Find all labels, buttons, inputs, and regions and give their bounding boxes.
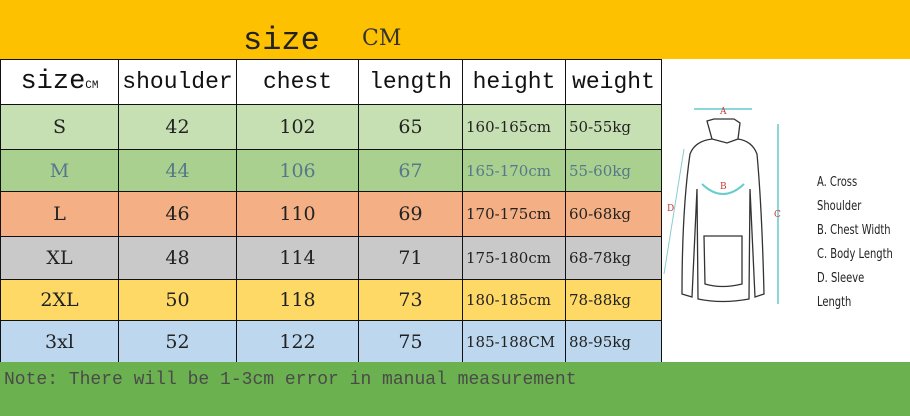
mark-d: D (667, 204, 674, 214)
legend-item: B. Chest Width (817, 223, 891, 238)
header-row: sizeCM shoulder chest length height weig… (0, 59, 662, 105)
cell-height: 170-175cm (462, 191, 566, 237)
cell-shoulder: 50 (118, 279, 237, 321)
table-row: 3xl 52 122 75 185-188CM 88-95kg (0, 320, 662, 363)
measurement-note: Note: There will be 1-3cm error in manua… (4, 370, 577, 390)
title-banner: size CM (0, 0, 910, 59)
table-row: 2XL 50 118 73 180-185cm 78-88kg (0, 279, 662, 321)
mark-b: B (720, 182, 727, 192)
cell-length: 75 (358, 320, 463, 363)
note-bar: Note: There will be 1-3cm error in manua… (0, 362, 910, 416)
header-chest: chest (236, 59, 359, 105)
size-table: sizeCM shoulder chest length height weig… (0, 59, 662, 363)
cell-size: S (0, 104, 119, 150)
cell-length: 65 (358, 104, 463, 150)
header-shoulder: shoulder (118, 59, 237, 105)
header-length: length (358, 59, 463, 105)
diagram-legend: A. Cross Shoulder B. Chest Width C. Body… (817, 171, 896, 315)
cell-size: XL (0, 236, 119, 280)
cell-height: 175-180cm (462, 236, 566, 280)
cell-height: 185-188CM (462, 320, 566, 363)
cell-weight: 55-60kg (565, 149, 662, 192)
table-row: S 42 102 65 160-165cm 50-55kg (0, 104, 662, 150)
cell-weight: 68-78kg (565, 236, 662, 280)
cell-size: L (0, 191, 119, 237)
cell-height: 180-185cm (462, 279, 566, 321)
table-row: M 44 106 67 165-170cm 55-60kg (0, 149, 662, 192)
cell-length: 69 (358, 191, 463, 237)
header-height: height (462, 59, 566, 105)
mark-a: A (719, 107, 727, 117)
cell-weight: 50-55kg (565, 104, 662, 150)
chart-unit: CM (362, 26, 402, 51)
cell-shoulder: 46 (118, 191, 237, 237)
legend-item: A. Cross Shoulder (817, 175, 862, 214)
table-row: XL 48 114 71 175-180cm 68-78kg (0, 236, 662, 280)
cell-chest: 106 (236, 149, 359, 192)
cell-length: 73 (358, 279, 463, 321)
hoodie-icon: A B C D (663, 107, 781, 304)
mark-c: C (774, 210, 781, 220)
cell-shoulder: 44 (118, 149, 237, 192)
cell-length: 67 (358, 149, 463, 192)
cell-height: 160-165cm (462, 104, 566, 150)
header-size: sizeCM (0, 59, 119, 105)
cell-chest: 110 (236, 191, 359, 237)
header-weight: weight (565, 59, 662, 105)
cell-size: 2XL (0, 279, 119, 321)
cell-shoulder: 52 (118, 320, 237, 363)
cell-chest: 118 (236, 279, 359, 321)
cell-weight: 88-95kg (565, 320, 662, 363)
legend-item: C. Body Length (817, 247, 893, 262)
cell-chest: 122 (236, 320, 359, 363)
cell-height: 165-170cm (462, 149, 566, 192)
cell-chest: 102 (236, 104, 359, 150)
hoodie-diagram: A B C D A. Cross Shoulder B. Chest Width… (662, 59, 910, 362)
cell-size: M (0, 149, 119, 192)
cell-shoulder: 48 (118, 236, 237, 280)
cell-size: 3xl (0, 320, 119, 363)
chart-title: size (243, 22, 320, 59)
cell-length: 71 (358, 236, 463, 280)
cell-shoulder: 42 (118, 104, 237, 150)
cell-weight: 78-88kg (565, 279, 662, 321)
table-row: L 46 110 69 170-175cm 60-68kg (0, 191, 662, 237)
legend-item: D. Sleeve Length (817, 271, 865, 310)
cell-weight: 60-68kg (565, 191, 662, 237)
cell-chest: 114 (236, 236, 359, 280)
